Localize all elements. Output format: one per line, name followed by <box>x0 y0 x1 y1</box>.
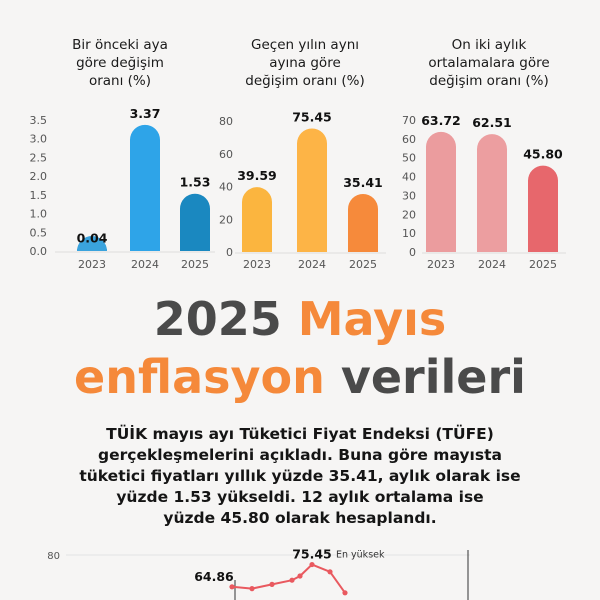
bar <box>348 194 378 252</box>
description-text: TÜİK mayıs ayı Tüketici Fiyat Endeksi (T… <box>40 424 560 529</box>
data-label: 39.59 <box>237 168 277 183</box>
x-tick-label: 2023 <box>427 258 455 271</box>
data-point <box>289 577 295 583</box>
headline-year: 2025 <box>153 292 282 346</box>
y-tick-label: 1.0 <box>30 208 48 221</box>
bar <box>242 187 272 252</box>
data-label: 3.37 <box>130 106 161 121</box>
data-label: 0.04 <box>77 231 108 246</box>
y-tick-label: 0.0 <box>30 245 48 258</box>
data-label: 62.51 <box>472 115 512 130</box>
bar-chart-annual: 80 60 40 20 0 39.59 2023 75.45 2024 35.41 2025 <box>219 109 386 271</box>
chart-panel-monthly: Bir önceki aya göre değişim oranı (%) 3.… <box>25 0 215 290</box>
y-tick-label: 1.5 <box>30 189 48 202</box>
data-label: 1.53 <box>180 175 211 190</box>
bar <box>297 128 327 252</box>
y-tick-label: 50 <box>402 152 416 165</box>
y-tick-label: 0 <box>226 246 233 259</box>
data-point <box>249 586 255 592</box>
headline-line-2: enflasyon verileri <box>0 348 600 406</box>
chart-title-line: ortalamalara göre <box>428 55 550 71</box>
headline-line-1: 2025 Mayıs <box>0 290 600 348</box>
data-label: 63.72 <box>421 113 461 128</box>
y-tick-label: 70 <box>402 114 416 127</box>
bar-chart-monthly: 3.5 3.0 2.5 2.0 1.5 1.0 0.5 0.0 0.04 2023 3.37 2024… <box>30 106 215 271</box>
chart-title-annual: Geçen yılın aynı ayına göre değişim oran… <box>215 36 395 90</box>
y-tick-label: 60 <box>219 148 233 161</box>
data-label: 35.41 <box>343 175 383 190</box>
chart-title-line: Bir önceki aya <box>72 37 168 53</box>
chart-panel-annual: Geçen yılın aynı ayına göre değişim oran… <box>215 0 395 290</box>
headline-data: verileri <box>340 350 526 404</box>
bar <box>477 134 507 252</box>
bar <box>426 131 456 252</box>
chart-title-line: Geçen yılın aynı <box>251 37 359 53</box>
description-line: gerçekleşmelerini açıkladı. Buna göre ma… <box>98 446 502 464</box>
description-line: tüketici fiyatları yıllık yüzde 35.41, a… <box>79 467 521 485</box>
data-label: 64.86 <box>194 569 234 584</box>
annotation-label: En yüksek <box>336 550 385 561</box>
chart-title-line: göre değişim <box>76 55 164 71</box>
y-tick-label: 0.5 <box>30 226 48 239</box>
data-label: 75.45 <box>292 547 332 562</box>
y-tick-label: 3.5 <box>30 114 48 127</box>
y-tick-label: 40 <box>402 171 416 184</box>
x-tick-label: 2025 <box>181 258 209 271</box>
chart-title-line: değişim oranı (%) <box>245 73 365 89</box>
bar-chart-average: 70 60 50 40 30 20 10 0 63.72 2023 62.51 2024 45.80 20… <box>402 113 566 271</box>
y-tick-label: 80 <box>47 551 60 562</box>
y-tick-label: 2.5 <box>30 151 48 164</box>
x-tick-label: 2025 <box>529 258 557 271</box>
y-tick-label: 60 <box>402 133 416 146</box>
data-point <box>269 581 275 587</box>
y-tick-label: 40 <box>219 181 233 194</box>
y-tick-label: 80 <box>219 115 233 128</box>
bar <box>180 193 210 251</box>
description-line: yüzde 45.80 olarak hesaplandı. <box>163 509 437 527</box>
bar <box>130 124 160 251</box>
bar <box>528 165 558 252</box>
description-line: TÜİK mayıs ayı Tüketici Fiyat Endeksi (T… <box>106 425 494 443</box>
y-tick-label: 20 <box>219 213 233 226</box>
x-tick-label: 2023 <box>243 258 271 271</box>
headline-month: Mayıs <box>297 292 447 346</box>
y-tick-label: 3.0 <box>30 133 48 146</box>
chart-title-average: On iki aylık ortalamalara göre değişim o… <box>398 36 580 90</box>
series-line <box>231 563 346 594</box>
x-tick-label: 2025 <box>349 258 377 271</box>
bar <box>77 236 107 251</box>
chart-panel-average: On iki aylık ortalamalara göre değişim o… <box>398 0 580 290</box>
chart-title-line: On iki aylık <box>451 37 527 53</box>
description-line: yüzde 1.53 yükseldi. 12 aylık ortalama i… <box>116 488 484 506</box>
y-tick-label: 0 <box>409 246 416 259</box>
y-tick-label: 30 <box>402 189 416 202</box>
x-tick-label: 2024 <box>298 258 326 271</box>
chart-title-line: değişim oranı (%) <box>429 73 549 89</box>
chart-title-line: oranı (%) <box>88 73 152 89</box>
y-tick-label: 10 <box>402 227 416 240</box>
data-point <box>297 573 303 579</box>
chart-title-line: ayına göre <box>269 55 341 71</box>
data-point <box>309 561 315 568</box>
x-tick-label: 2024 <box>131 258 159 271</box>
data-point <box>229 584 235 590</box>
chart-title-monthly: Bir önceki aya göre değişim oranı (%) <box>25 36 215 90</box>
y-tick-label: 2.0 <box>30 170 48 183</box>
line-chart-history: 80 64.86 75.45 En yüksek <box>47 547 470 600</box>
data-point <box>327 569 333 575</box>
y-tick-label: 20 <box>402 208 416 221</box>
headline-inflation: enflasyon <box>74 350 325 404</box>
data-label: 75.45 <box>292 109 332 124</box>
data-point <box>342 590 348 596</box>
data-label: 45.80 <box>523 147 563 162</box>
bar-baseline <box>77 249 107 251</box>
x-tick-label: 2024 <box>478 258 506 271</box>
x-tick-label: 2023 <box>78 258 106 271</box>
